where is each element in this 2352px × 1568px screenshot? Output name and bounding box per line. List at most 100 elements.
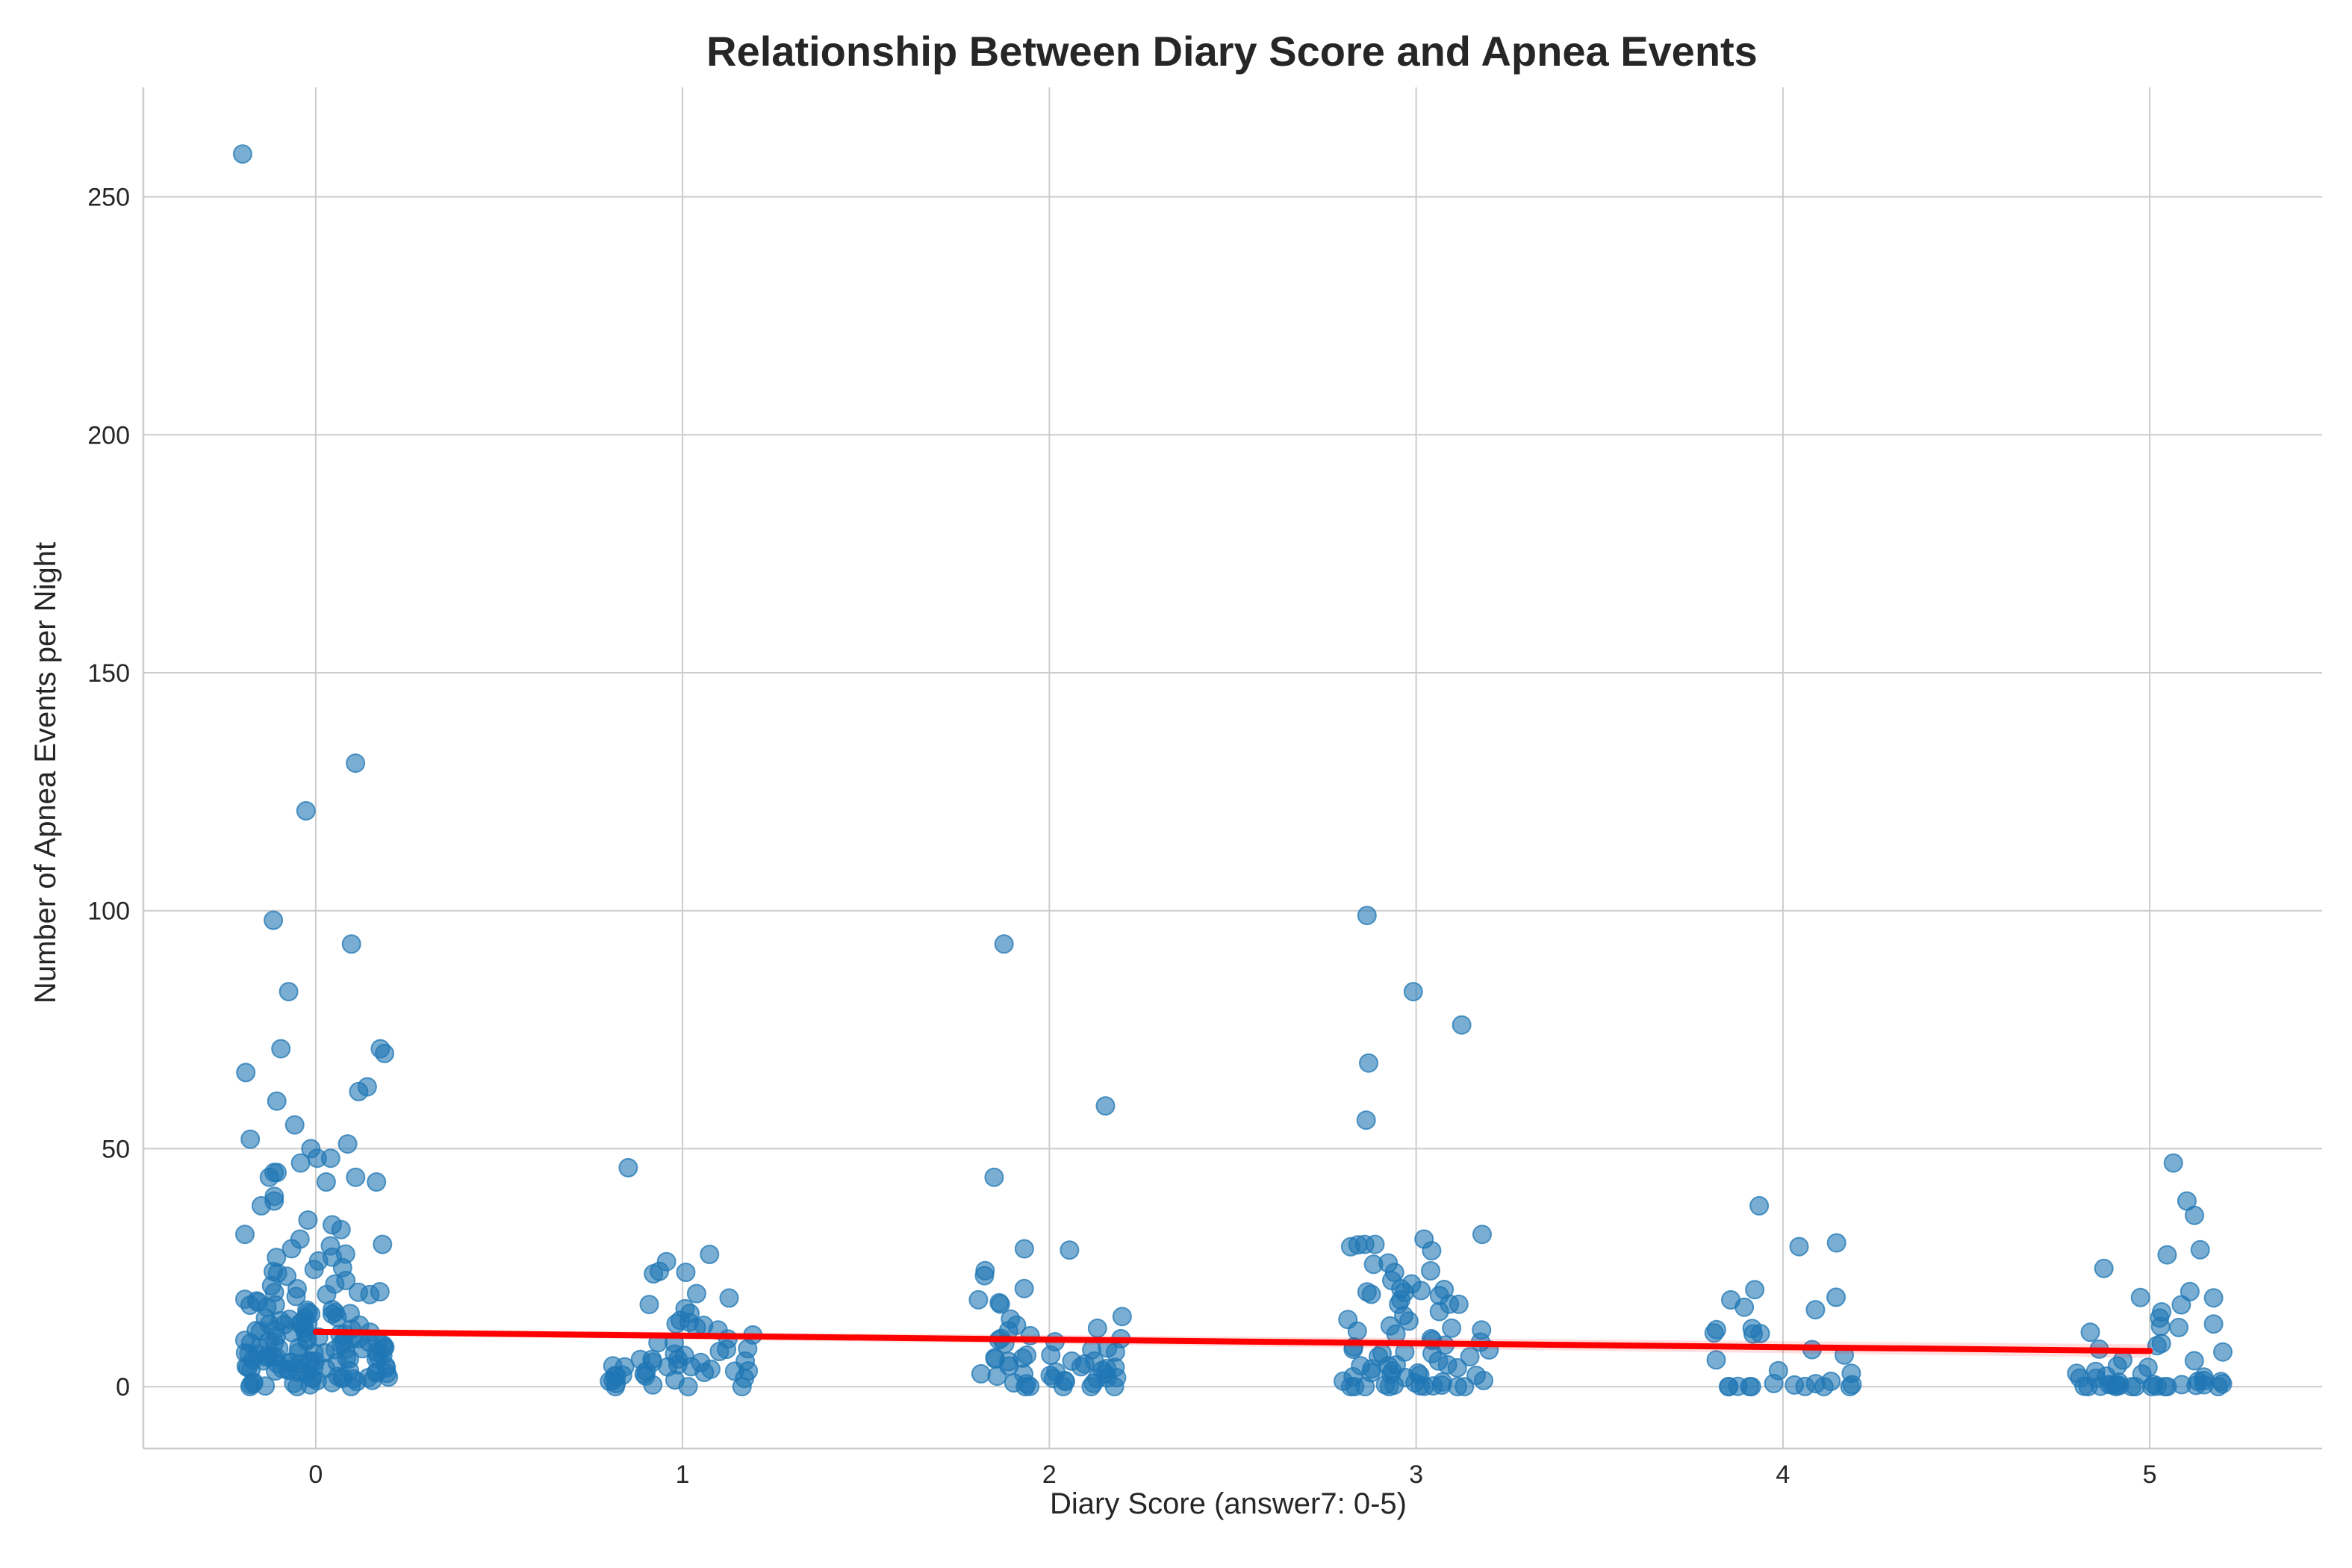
data-point: [1423, 1376, 1443, 1396]
data-point: [1081, 1377, 1101, 1397]
data-point: [994, 934, 1014, 954]
data-point: [320, 1148, 340, 1169]
data-point: [968, 1289, 989, 1310]
data-point: [1764, 1373, 1784, 1393]
data-point: [367, 1172, 387, 1192]
data-point: [2169, 1317, 2188, 1337]
data-point: [694, 1363, 715, 1382]
x-tick-label: 5: [2143, 1460, 2157, 1489]
data-point: [2203, 1314, 2224, 1334]
data-point: [1053, 1377, 1073, 1397]
data-point: [290, 1153, 311, 1173]
data-point: [2074, 1376, 2094, 1396]
data-point: [236, 1063, 256, 1083]
data-point: [1112, 1307, 1132, 1327]
data-point: [1474, 1370, 1493, 1390]
x-axis-label: Diary Score (answer7: 0-5): [1050, 1487, 1407, 1520]
data-point: [678, 1377, 698, 1397]
data-point: [322, 1372, 342, 1393]
data-point: [1403, 982, 1423, 1002]
data-point: [1428, 1351, 1449, 1371]
data-point: [360, 1284, 380, 1304]
data-point: [251, 1195, 271, 1216]
y-tick-label: 100: [87, 897, 130, 926]
data-point: [2125, 1377, 2145, 1397]
data-point: [279, 982, 299, 1002]
data-point: [1422, 1241, 1442, 1261]
data-point: [2099, 1375, 2119, 1395]
chart-title: Relationship Between Diary Score and Apn…: [706, 28, 1758, 75]
data-point: [341, 1377, 361, 1396]
data-point: [349, 1081, 369, 1101]
data-point: [240, 1295, 260, 1315]
data-point: [296, 800, 316, 821]
data-point: [1455, 1377, 1475, 1397]
data-point: [1814, 1377, 1834, 1397]
data-point: [1452, 1015, 1472, 1035]
data-point: [1345, 1377, 1365, 1396]
data-point: [373, 1234, 393, 1254]
data-point: [235, 1225, 255, 1245]
grid-lines: [143, 87, 2322, 1449]
data-point: [643, 1375, 663, 1395]
data-point: [700, 1245, 720, 1264]
data-point: [732, 1377, 752, 1397]
data-point: [271, 1039, 291, 1059]
y-tick-label: 150: [87, 659, 130, 688]
data-point: [331, 1219, 351, 1239]
data-point: [1805, 1300, 1826, 1320]
data-point: [362, 1370, 382, 1390]
data-point: [1340, 1236, 1360, 1257]
y-axis-label: Number of Apnea Events per Night: [29, 542, 62, 1004]
trend-line-group: [312, 1328, 2153, 1358]
data-point: [709, 1342, 729, 1361]
data-point: [2157, 1377, 2177, 1397]
data-point: [1060, 1240, 1080, 1260]
x-tick-label: 4: [1776, 1460, 1790, 1489]
data-point: [1361, 1284, 1381, 1304]
data-point: [2163, 1153, 2183, 1173]
data-point: [1359, 1053, 1378, 1073]
data-point: [232, 144, 252, 164]
x-tick-labels: 0 1 2 3 4 5: [308, 1460, 2156, 1489]
data-point: [346, 1167, 366, 1187]
data-point: [1704, 1323, 1724, 1343]
x-tick-label: 3: [1409, 1460, 1423, 1489]
data-point: [639, 1295, 659, 1315]
data-point: [284, 1115, 305, 1135]
data-point: [266, 1361, 285, 1381]
data-point: [618, 1157, 638, 1177]
data-point: [1104, 1377, 1124, 1397]
data-point: [987, 1366, 1007, 1387]
data-point: [1041, 1345, 1061, 1365]
data-point: [379, 1367, 399, 1387]
y-tick-label: 0: [116, 1373, 130, 1401]
y-tick-label: 200: [87, 421, 130, 449]
data-point: [1020, 1376, 1040, 1396]
data-point: [1735, 1297, 1755, 1317]
data-point: [2080, 1322, 2100, 1343]
data-point: [974, 1266, 995, 1286]
data-point: [1749, 1195, 1770, 1216]
data-points: [232, 144, 2233, 1397]
data-point: [2213, 1342, 2233, 1362]
data-point: [341, 934, 361, 954]
data-point: [1399, 1311, 1419, 1331]
data-point: [1745, 1280, 1765, 1300]
data-point: [2194, 1375, 2215, 1395]
data-point: [1429, 1301, 1449, 1322]
data-point: [990, 1294, 1010, 1314]
data-point: [719, 1288, 739, 1308]
data-point: [1743, 1324, 1763, 1344]
x-tick-label: 2: [1042, 1460, 1057, 1489]
data-point: [650, 1261, 670, 1281]
data-point: [1706, 1350, 1726, 1370]
data-point: [277, 1266, 297, 1287]
data-point: [1014, 1278, 1034, 1298]
data-point: [2094, 1258, 2114, 1278]
data-point: [1728, 1376, 1748, 1396]
data-point: [267, 1091, 287, 1111]
data-point: [1789, 1236, 1809, 1257]
data-point: [1460, 1347, 1480, 1367]
data-point: [2157, 1245, 2177, 1265]
